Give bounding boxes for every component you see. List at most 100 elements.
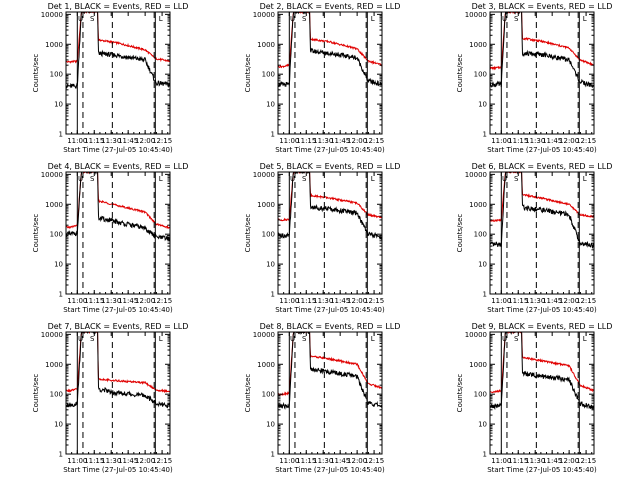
panel-det-3: Det 3, BLACK = Events, RED = LLD11:0011:… <box>456 2 612 154</box>
x-tick-label: 12:00 <box>135 457 155 465</box>
y-tick-label: 10000 <box>465 11 487 19</box>
y-tick-label: 10 <box>266 421 275 429</box>
x-tick-label: 11:00 <box>491 137 511 145</box>
x-tick-label: 11:45 <box>118 457 138 465</box>
x-tick-label: 12:15 <box>364 297 384 305</box>
y-tick-label: 10 <box>266 261 275 269</box>
x-tick-label: 11:30 <box>101 137 121 145</box>
panel-title: Det 2, BLACK = Events, RED = LLD <box>260 2 401 11</box>
events-series-line <box>278 332 382 410</box>
lld-series-line <box>278 332 382 397</box>
corner-letter-u: U <box>290 15 295 23</box>
y-tick-label: 10 <box>478 261 487 269</box>
x-axis-label: Start Time (27-Jul-05 10:45:40) <box>487 306 597 314</box>
x-tick-label: 11:45 <box>118 137 138 145</box>
y-tick-label: 1 <box>59 451 63 459</box>
y-tick-label: 1000 <box>45 201 63 209</box>
corner-letter-s: S <box>90 175 95 183</box>
x-tick-label: 11:45 <box>542 457 562 465</box>
y-axis-label: Counts/sec <box>32 54 40 93</box>
panel-title: Det 5, BLACK = Events, RED = LLD <box>260 162 401 171</box>
x-tick-label: 12:15 <box>364 137 384 145</box>
x-tick-label: 11:00 <box>67 457 87 465</box>
x-tick-label: 11:15 <box>508 137 528 145</box>
y-tick-label: 1000 <box>469 41 487 49</box>
panel-title: Det 8, BLACK = Events, RED = LLD <box>260 322 401 331</box>
corner-letter-l: L <box>371 335 375 343</box>
events-series-line <box>66 172 170 242</box>
y-tick-label: 10 <box>478 101 487 109</box>
x-tick-label: 12:00 <box>347 297 367 305</box>
corner-letter-s: S <box>90 335 95 343</box>
corner-letter-s: S <box>90 15 95 23</box>
x-tick-label: 12:15 <box>576 457 596 465</box>
y-tick-label: 10 <box>54 261 63 269</box>
x-axis-label: Start Time (27-Jul-05 10:45:40) <box>487 466 597 474</box>
corner-letter-u: U <box>290 175 295 183</box>
corner-letter-l: L <box>159 15 163 23</box>
panel-det-6: Det 6, BLACK = Events, RED = LLD 11:00 11:… <box>456 162 612 314</box>
x-axis-label: Start Time (27-Jul-05 10:45:40) <box>63 306 173 314</box>
x-axis-label: Start Time (27-Jul-05 10:45:40) <box>63 466 173 474</box>
plot-frame <box>489 331 595 455</box>
lld-series-line <box>278 12 382 69</box>
x-axis-label: Start Time (27-Jul-05 10:45:40) <box>275 466 385 474</box>
corner-letter-s: S <box>302 175 307 183</box>
y-tick-label: 10 <box>266 101 275 109</box>
corner-letter-s: S <box>302 15 307 23</box>
y-axis-label: Counts/sec <box>456 214 464 253</box>
lld-series-line <box>490 172 594 222</box>
y-tick-label: 10 <box>54 101 63 109</box>
x-tick-label: 12:15 <box>364 457 384 465</box>
panel-title: Det 3, BLACK = Events, RED = LLD <box>472 2 613 11</box>
panel-det-4: Det 4, BLACK = Events, RED = LLD11:0011:… <box>32 162 188 314</box>
corner-letter-s: S <box>514 175 519 183</box>
x-tick-label: 11:30 <box>101 457 121 465</box>
corner-letter-s: S <box>514 15 519 23</box>
x-tick-label: 11:30 <box>525 457 545 465</box>
y-tick-label: 100 <box>50 231 63 239</box>
x-tick-label: 11:45 <box>330 457 350 465</box>
x-tick-label: 11:30 <box>525 137 545 145</box>
plot-frame <box>65 171 171 295</box>
corner-letter-l: L <box>159 175 163 183</box>
events-series-line <box>66 12 170 89</box>
y-tick-label: 10000 <box>253 11 275 19</box>
panel-title: Det 6, BLACK = Events, RED = LLD <box>472 162 613 171</box>
x-axis-label: Start Time (27-Jul-05 10:45:40) <box>275 146 385 154</box>
x-tick-label: 11:00 <box>491 457 511 465</box>
x-tick-label: 12:15 <box>152 457 172 465</box>
x-tick-label: 12:00 <box>135 297 155 305</box>
y-tick-label: 1 <box>483 291 487 299</box>
x-tick-label: 11:00 <box>279 297 299 305</box>
x-tick-label: 12:15 <box>576 297 596 305</box>
corner-letter-u: U <box>502 175 507 183</box>
y-axis-label: Counts/sec <box>456 374 464 413</box>
corner-letter-u: U <box>78 175 83 183</box>
x-tick-label: 12:15 <box>152 297 172 305</box>
x-tick-label: 11:00 <box>491 297 511 305</box>
y-tick-label: 1000 <box>469 361 487 369</box>
x-tick-label: 11:00 <box>279 137 299 145</box>
panel-det-5: Det 5, BLACK = Events, RED = LLD 11:00 11:… <box>244 162 400 314</box>
lld-series-line <box>66 172 170 230</box>
x-tick-label: 11:45 <box>330 137 350 145</box>
y-tick-label: 100 <box>50 391 63 399</box>
y-tick-label: 1 <box>271 451 275 459</box>
y-tick-label: 1000 <box>257 201 275 209</box>
x-tick-label: 11:30 <box>525 297 545 305</box>
y-axis-label: Counts/sec <box>32 374 40 413</box>
x-tick-label: 11:15 <box>296 137 316 145</box>
plot-frame <box>65 11 171 135</box>
y-tick-label: 100 <box>262 391 275 399</box>
corner-letter-u: U <box>78 15 83 23</box>
x-tick-label: 12:00 <box>559 457 579 465</box>
y-tick-label: 10 <box>478 421 487 429</box>
events-series-line <box>490 332 594 411</box>
y-tick-label: 1000 <box>45 41 63 49</box>
y-tick-label: 10 <box>54 421 63 429</box>
y-axis-label: Counts/sec <box>456 54 464 93</box>
x-tick-label: 11:30 <box>313 457 333 465</box>
x-tick-label: 11:30 <box>313 297 333 305</box>
x-tick-label: 11:00 <box>67 297 87 305</box>
